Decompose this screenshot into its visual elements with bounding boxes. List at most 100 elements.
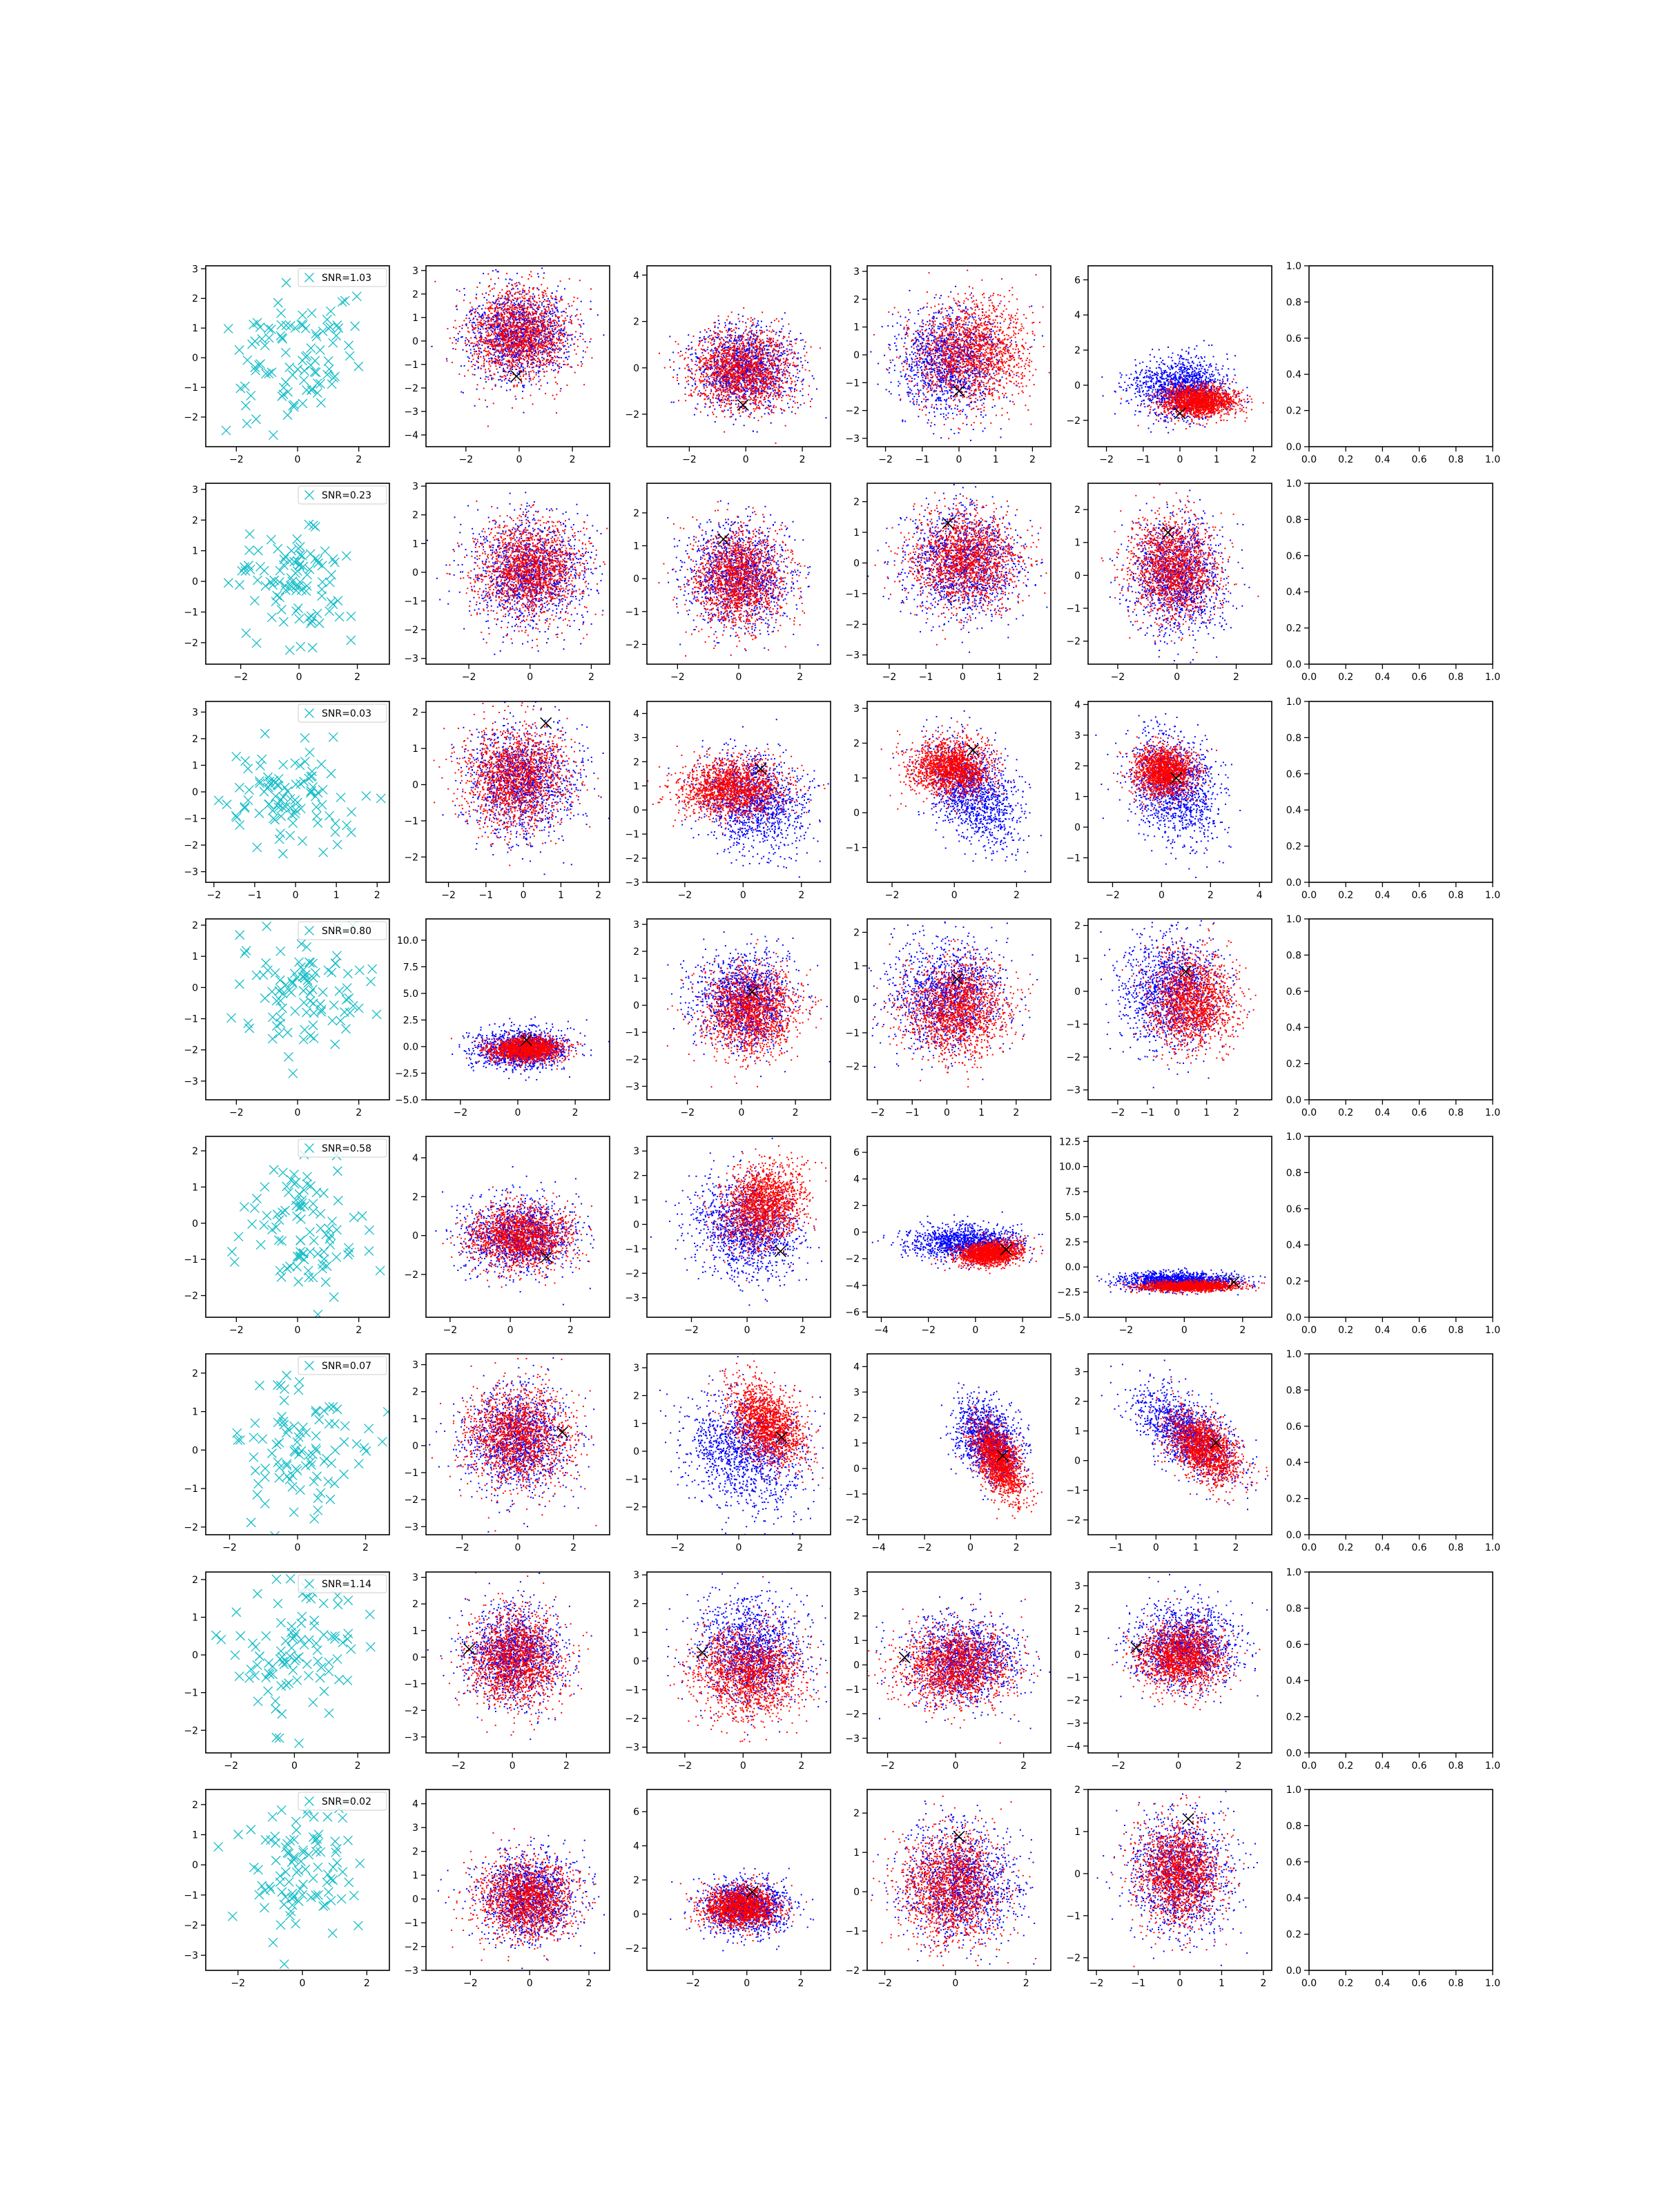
y-tick-label: 2 [192,293,198,304]
class-b-point [532,370,534,371]
class-b-point [552,326,554,327]
class-a-point [766,376,767,378]
class-a-point [773,369,774,370]
class-b-point [491,318,492,319]
class-b-point [506,302,507,304]
class-b-point [781,369,782,370]
class-b-point [554,351,555,352]
class-b-point [532,326,534,327]
class-b-point [692,360,693,362]
class-a-point [718,351,719,352]
class-a-point [502,362,503,364]
class-b-point [546,353,548,355]
class-a-point [547,356,548,357]
class-b-point [550,305,552,307]
class-a-point [748,352,750,353]
class-b-point [550,344,552,345]
class-a-point [563,333,565,334]
class-a-point [579,336,581,337]
class-a-point [560,298,561,299]
class-a-point [541,311,543,312]
class-b-point [733,342,734,344]
class-b-point [577,319,579,320]
class-a-point [504,364,505,365]
class-b-point [491,375,492,376]
class-b-point [506,273,507,274]
class-b-point [519,326,520,327]
class-a-point [719,405,720,406]
class-a-point [495,302,496,303]
class-b-point [546,345,548,346]
class-b-point [487,316,489,317]
class-b-point [558,340,559,341]
class-b-point [504,322,505,324]
class-b-point [549,351,550,352]
class-b-point [520,326,521,327]
class-a-point [536,366,537,367]
class-b-point [530,298,531,299]
class-a-point [736,340,737,341]
class-a-point [771,409,773,411]
class-b-point [739,412,740,414]
class-a-point [728,330,729,331]
class-b-point [728,358,730,360]
class-b-point [494,349,496,350]
class-a-point [517,366,519,367]
class-b-point [495,309,496,310]
class-b-point [559,366,560,367]
class-b-point [468,360,469,362]
class-b-point [545,293,547,295]
class-a-point [762,350,764,351]
class-b-point [528,315,530,316]
class-b-point [543,348,544,349]
class-b-point [485,351,487,352]
class-b-point [519,315,521,316]
class-b-point [521,348,522,349]
class-b-point [715,361,716,362]
class-b-point [498,307,499,309]
class-b-point [735,382,737,383]
class-a-point [758,324,759,326]
class-b-point [497,311,498,312]
y-tick-label: −2 [184,412,198,423]
class-a-point [762,353,764,354]
class-a-point [478,314,480,316]
class-b-point [467,370,469,371]
class-b-point [514,315,515,316]
class-b-point [672,377,674,378]
class-b-point [724,367,725,368]
class-a-point [475,316,476,317]
class-b-point [470,314,472,316]
class-a-point [498,335,499,336]
class-a-point [503,311,505,313]
class-b-point [501,298,503,299]
class-b-point [512,304,514,305]
plot-area [206,266,389,447]
class-b-point [512,324,514,326]
class-b-point [545,342,547,343]
class-b-point [571,315,572,316]
class-b-point [554,329,555,330]
class-a-point [786,340,788,342]
class-b-point [576,314,578,316]
class-b-point [530,355,531,356]
class-b-point [777,356,779,358]
class-b-point [535,347,536,349]
class-a-point [745,322,746,324]
class-b-point [528,322,530,323]
class-b-point [514,332,515,333]
class-b-point [498,301,500,302]
class-a-point [505,298,506,299]
class-b-point [708,353,709,354]
class-b-point [522,312,523,313]
class-b-point [543,345,545,347]
class-a-point [523,412,525,414]
class-a-point [486,360,487,362]
class-a-point [503,346,504,347]
class-a-point [530,356,532,358]
class-b-point [510,300,512,302]
class-b-point [805,360,806,361]
class-a-point [802,339,804,340]
class-b-point [762,357,763,358]
